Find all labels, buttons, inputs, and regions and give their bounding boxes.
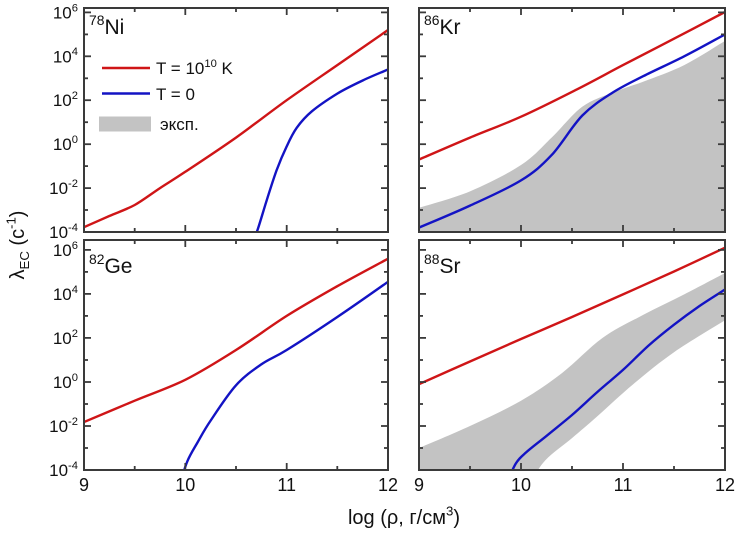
x-tick-label: 10 — [175, 475, 195, 495]
y-tick-label: 100 — [53, 134, 78, 154]
panel-82ge: 106 104 102 100 10-2 10-49 10 11 12 82Ge — [49, 239, 398, 495]
isotope-label-kr: 86Kr — [424, 12, 460, 39]
x-tick-label: 12 — [715, 475, 735, 495]
legend-label: T = 1010 K — [156, 58, 234, 78]
x-tick-label: 9 — [79, 475, 89, 495]
curve-T0 — [255, 68, 388, 232]
y-tick-label: 10-4 — [49, 222, 78, 242]
curve-T1e10K — [84, 257, 388, 424]
axis-ticks — [83, 8, 389, 233]
y-tick-label: 10-4 — [49, 460, 78, 480]
x-tick-label: 12 — [378, 475, 398, 495]
y-tick-label: 10-2 — [49, 178, 78, 198]
axis-ticks — [418, 8, 726, 233]
panel-86kr: 86Kr — [418, 7, 726, 233]
x-axis-title: log (ρ, г/см3) — [348, 504, 460, 529]
isotope-label-ge: 82Ge — [89, 251, 132, 278]
y-axis-title: λEC (с-1) — [4, 211, 32, 280]
y-tick-label: 104 — [53, 284, 78, 304]
curve-T1e10K — [419, 10, 725, 161]
curve-T0 — [182, 280, 388, 470]
x-tick-label: 11 — [277, 475, 296, 495]
panel-plot-area — [419, 246, 725, 470]
y-tick-label: 106 — [53, 2, 78, 22]
y-tick-label: 100 — [53, 372, 78, 392]
curve-T1e10K — [84, 29, 388, 229]
isotope-label-sr: 88Sr — [424, 251, 460, 278]
legend-label: T = 0 — [156, 85, 195, 104]
legend: T = 1010 K T = 0 эксп. — [99, 58, 234, 134]
curve-T0 — [419, 33, 725, 229]
y-tick-label: 106 — [53, 240, 78, 260]
axis-ticks — [418, 240, 726, 471]
x-tick-label: 10 — [511, 475, 531, 495]
y-tick-label: 10-2 — [49, 416, 78, 436]
panel-plot-area — [419, 10, 725, 232]
curve-T0 — [511, 288, 725, 470]
y-tick-label: 102 — [53, 90, 78, 110]
x-tick-label: 11 — [614, 475, 633, 495]
y-tick-label: 104 — [53, 46, 78, 66]
panel-plot-area — [84, 29, 388, 232]
axis-ticks — [83, 240, 389, 471]
curve-T1e10K — [419, 246, 725, 386]
x-tick-label: 9 — [414, 475, 424, 495]
y-tick-label: 102 — [53, 328, 78, 348]
legend-label: эксп. — [160, 115, 199, 134]
experimental-band — [419, 40, 725, 232]
panel-78ni: 106 104 102 100 10-2 10-4 78Ni T = 1010 K T = 0 э… — [49, 2, 389, 242]
panel-plot-area — [84, 257, 388, 470]
panel-88sr: 9 10 11 12 88Sr — [414, 239, 735, 495]
experimental-band — [419, 273, 725, 470]
legend-swatch-patch — [99, 116, 151, 132]
isotope-label-ni: 78Ni — [89, 12, 124, 39]
